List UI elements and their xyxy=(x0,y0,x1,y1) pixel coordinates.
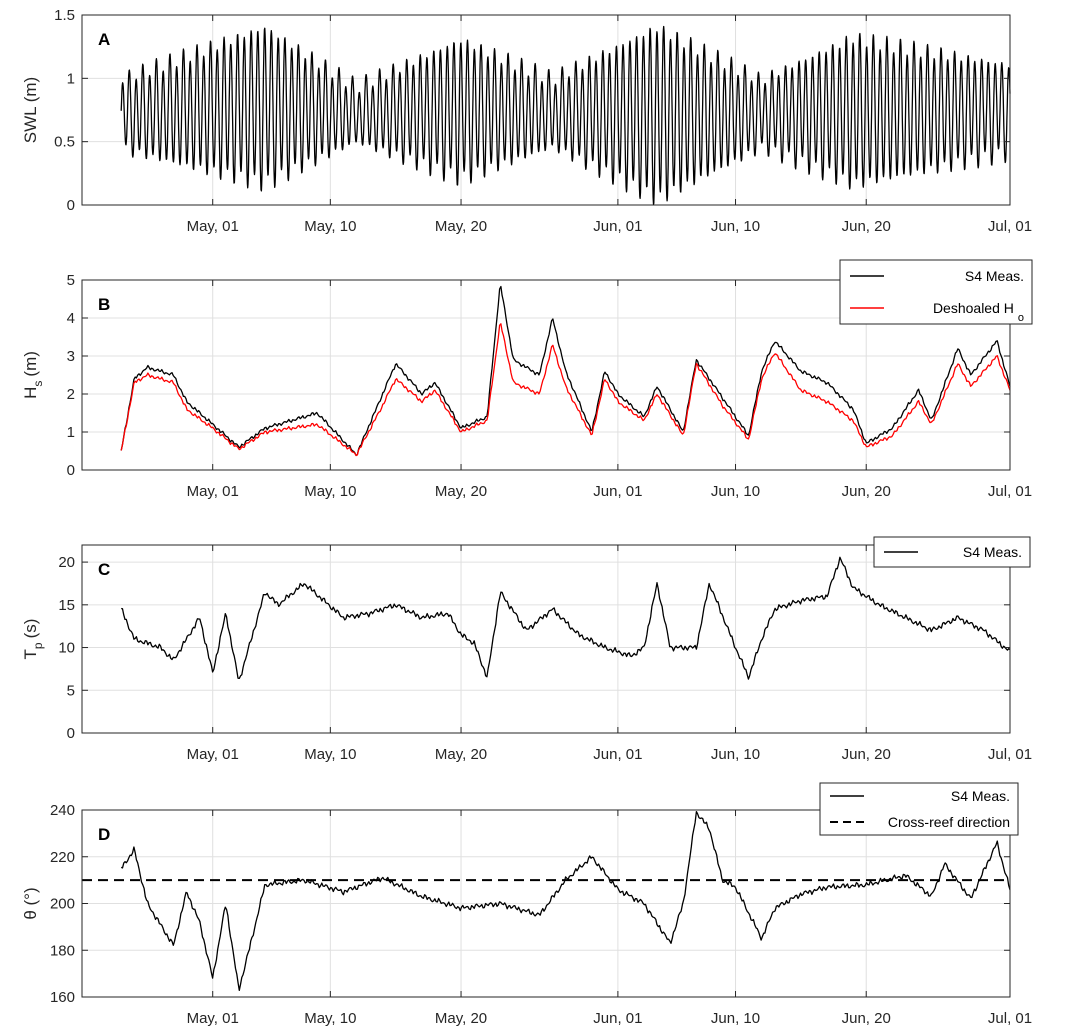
x-tick-label: Jun, 10 xyxy=(711,746,760,763)
axes-box xyxy=(81,544,1011,734)
panel-label: D xyxy=(98,825,110,844)
panel-label: C xyxy=(98,560,110,579)
legend-label-main: S4 Meas. xyxy=(963,544,1022,560)
y-tick-label: 1 xyxy=(67,424,75,441)
legend: S4 Meas. Cross-reef direction xyxy=(819,782,1019,836)
x-tick-label: May, 10 xyxy=(304,483,356,500)
y-tick-label: 240 xyxy=(50,802,75,819)
series-line-s4-meas- xyxy=(120,285,1011,457)
axes-box xyxy=(81,14,1011,206)
legend-label: S4 Meas. xyxy=(965,268,1024,284)
legend-box xyxy=(819,782,1019,836)
x-tick-label: May, 10 xyxy=(304,1010,356,1027)
x-tick-label: Jun, 20 xyxy=(842,218,891,235)
panel-C: May, 01 May, 10 May, 20 Jun, 01 Jun, 10 Jun, … xyxy=(21,536,1032,763)
x-tick-label: May, 01 xyxy=(187,746,239,763)
y-tick-label: 5 xyxy=(67,272,75,289)
x-tick-label: Jul, 01 xyxy=(988,483,1032,500)
legend-label: Cross-reef direction xyxy=(888,814,1010,830)
legend-label-sub: o xyxy=(1018,312,1024,324)
y-tick-label: 2 xyxy=(67,386,75,403)
y-tick-label: 1 xyxy=(67,70,75,87)
legend-label: Deshoaled H o xyxy=(933,300,1024,324)
y-tick-label: 10 xyxy=(58,640,75,657)
x-tick-label: Jun, 01 xyxy=(593,1010,642,1027)
legend-label-main: S4 Meas. xyxy=(965,268,1024,284)
x-tick-label: May, 01 xyxy=(187,1010,239,1027)
legend: S4 Meas. xyxy=(873,536,1031,568)
panel-D: May, 01 May, 10 May, 20 Jun, 01 Jun, 10 Jun, … xyxy=(21,782,1032,1027)
y-axis-label-unit: (m) xyxy=(21,351,40,376)
x-tick-label: May, 10 xyxy=(304,746,356,763)
x-tick-label: Jun, 01 xyxy=(593,218,642,235)
y-axis-label-main: H xyxy=(21,387,40,399)
y-tick-label: 5 xyxy=(67,682,75,699)
x-tick-label: Jun, 20 xyxy=(842,1010,891,1027)
panel-label: B xyxy=(98,295,110,314)
x-tick-label: May, 20 xyxy=(435,218,487,235)
y-tick-label: 15 xyxy=(58,597,75,614)
y-tick-label: 220 xyxy=(50,849,75,866)
y-tick-label: 4 xyxy=(67,310,75,327)
x-tick-label: Jul, 01 xyxy=(988,1010,1032,1027)
y-axis-label-unit: (s) xyxy=(21,619,40,639)
y-tick-label: 0 xyxy=(67,197,75,214)
legend-label: S4 Meas. xyxy=(951,788,1010,804)
y-axis-label: Tp (s) xyxy=(21,619,45,660)
legend-label-main: S4 Meas. xyxy=(951,788,1010,804)
y-tick-label: 0.5 xyxy=(54,134,75,151)
y-tick-label: 160 xyxy=(50,989,75,1006)
x-tick-label: May, 20 xyxy=(435,483,487,500)
x-tick-label: Jul, 01 xyxy=(988,746,1032,763)
x-tick-label: Jun, 20 xyxy=(842,483,891,500)
y-axis-label: SWL (m) xyxy=(21,77,40,143)
y-axis-label: θ (°) xyxy=(21,887,40,919)
y-tick-label: 20 xyxy=(58,554,75,571)
x-tick-label: Jun, 10 xyxy=(711,218,760,235)
x-tick-label: Jun, 20 xyxy=(842,746,891,763)
panel-A: May, 01 May, 10 May, 20 Jun, 01 Jun, 10 Jun, … xyxy=(21,7,1032,235)
x-tick-label: May, 20 xyxy=(435,746,487,763)
panel-label: A xyxy=(98,30,110,49)
x-tick-label: May, 01 xyxy=(187,218,239,235)
x-tick-label: May, 10 xyxy=(304,218,356,235)
x-tick-label: Jun, 01 xyxy=(593,483,642,500)
y-tick-label: 200 xyxy=(50,896,75,913)
legend-label: S4 Meas. xyxy=(963,544,1022,560)
x-tick-label: Jul, 01 xyxy=(988,218,1032,235)
legend-label-main: Deshoaled H xyxy=(933,300,1014,316)
legend: S4 Meas. Deshoaled H o xyxy=(839,259,1033,325)
y-tick-label: 1.5 xyxy=(54,7,75,24)
x-tick-label: Jun, 01 xyxy=(593,746,642,763)
series-line-s4-meas- xyxy=(120,810,1011,992)
series-line-swl xyxy=(120,25,1011,206)
y-tick-label: 3 xyxy=(67,348,75,365)
y-axis-label: Hs (m) xyxy=(21,351,45,399)
x-tick-label: May, 01 xyxy=(187,483,239,500)
legend-box xyxy=(839,259,1033,325)
legend-label-main: Cross-reef direction xyxy=(888,814,1010,830)
y-tick-label: 180 xyxy=(50,942,75,959)
y-axis-label-sub: s xyxy=(31,381,45,387)
series-line-s4-meas- xyxy=(121,556,1011,680)
series-line-deshoaled-h xyxy=(120,323,1011,457)
y-tick-label: 0 xyxy=(67,462,75,479)
y-axis-label-sub: p xyxy=(31,642,45,649)
x-tick-label: May, 20 xyxy=(435,1010,487,1027)
y-tick-label: 0 xyxy=(67,725,75,742)
x-tick-label: Jun, 10 xyxy=(711,483,760,500)
axes-box xyxy=(81,279,1011,471)
y-axis-label-main: T xyxy=(21,649,40,659)
panel-B: May, 01 May, 10 May, 20 Jun, 01 Jun, 10 Jun, … xyxy=(21,259,1033,500)
x-tick-label: Jun, 10 xyxy=(711,1010,760,1027)
